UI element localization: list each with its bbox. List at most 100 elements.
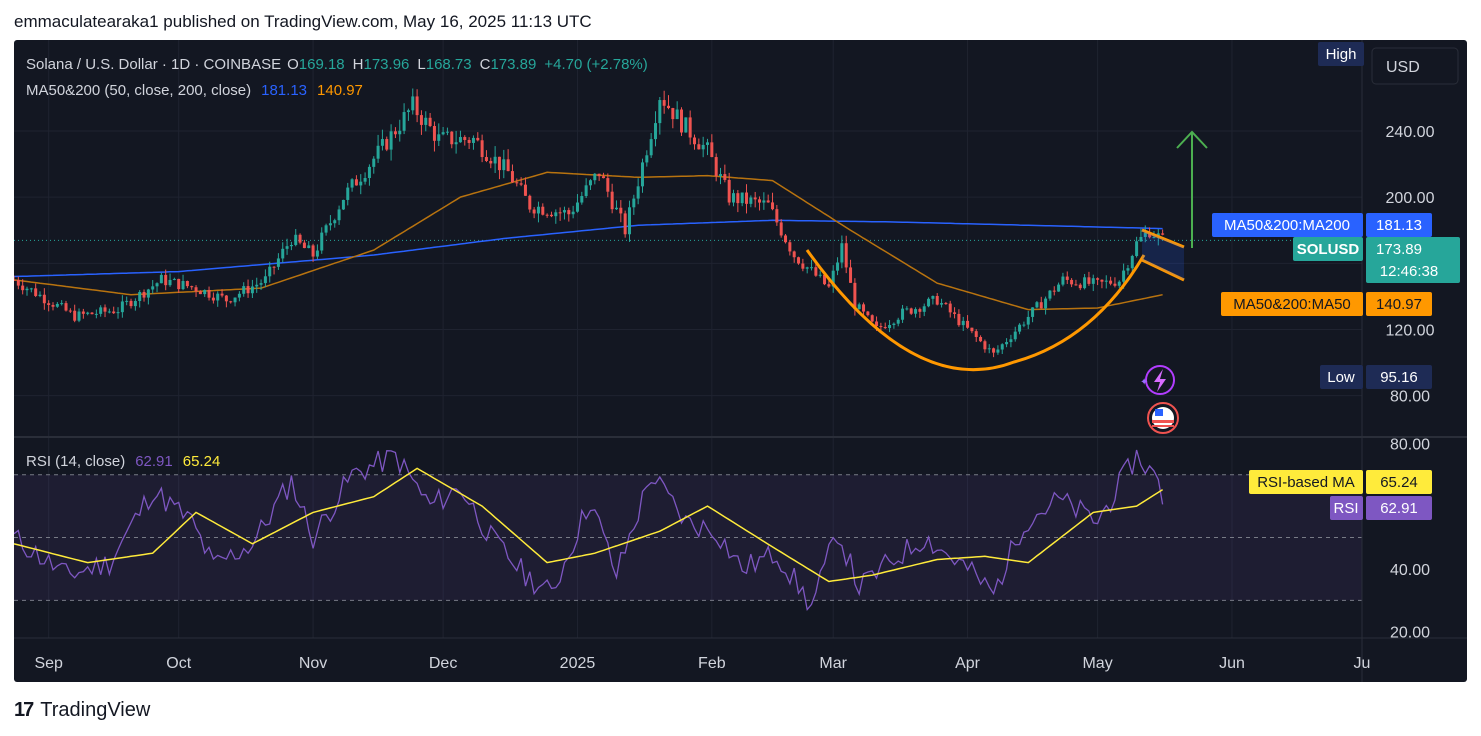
candle-body (1109, 280, 1113, 284)
ma200-layer (14, 219, 1163, 278)
candle-body (34, 288, 38, 296)
candle-body (55, 303, 59, 307)
time-tick-label: Apr (955, 655, 981, 672)
candle-body (797, 257, 801, 264)
rsi-tick-label: 40.00 (1390, 562, 1430, 579)
candle-body (714, 157, 718, 176)
rsi-layer (14, 449, 1164, 611)
candle-body (376, 145, 380, 159)
candle-body (1035, 302, 1039, 308)
candle-body (146, 289, 150, 298)
candle-body (1078, 284, 1082, 289)
candle-body (1104, 280, 1108, 282)
candle-body (328, 223, 332, 226)
candle-body (237, 293, 241, 298)
candle-body (47, 303, 51, 305)
candle-body (966, 320, 970, 328)
candle-body (545, 214, 549, 216)
svg-text:✦: ✦ (1140, 377, 1148, 388)
candle-body (1074, 284, 1078, 286)
candle-body (727, 179, 731, 203)
us-flag-event-icon[interactable] (1147, 402, 1179, 434)
candle-body (862, 304, 866, 312)
candle-body (732, 193, 736, 203)
svg-text:65.24: 65.24 (1380, 474, 1418, 491)
candle-body (1117, 281, 1121, 286)
candle-body (1005, 342, 1009, 345)
candle-body (198, 291, 202, 295)
candle-body (762, 200, 766, 203)
lightning-event-icon[interactable]: ✦ (1140, 365, 1175, 395)
candle-body (736, 193, 740, 204)
candle-body (788, 242, 792, 252)
rsi-line (14, 449, 1164, 611)
candle-body (1065, 276, 1069, 280)
candle-body (1031, 307, 1035, 317)
candle-body (333, 220, 337, 224)
candle-body (294, 234, 298, 245)
candle-body (99, 307, 103, 314)
candle-body (1152, 237, 1156, 239)
candle-body (870, 315, 874, 322)
candle-body (905, 308, 909, 310)
candle-body (246, 286, 250, 294)
candle-body (207, 289, 211, 298)
candle-body (389, 131, 393, 150)
candle-body (14, 279, 16, 281)
candle-body (64, 303, 68, 311)
candle-body (337, 209, 341, 221)
candle-body (480, 140, 484, 158)
time-tick-label: Feb (698, 655, 726, 672)
candle-body (250, 286, 254, 294)
candle-body (784, 235, 788, 243)
candle-body (151, 286, 155, 290)
candle-body (133, 300, 137, 307)
tradingview-brand[interactable]: 17 TradingView (14, 699, 150, 722)
candle-body (753, 197, 757, 200)
candle-body (653, 123, 657, 140)
candle-body (419, 115, 423, 125)
candle-body (740, 192, 744, 204)
candle-body (1161, 233, 1165, 235)
candle-body (601, 176, 605, 179)
candle-body (159, 274, 163, 284)
candle-body (944, 303, 948, 305)
candle-body (60, 303, 64, 305)
candle-body (445, 131, 449, 133)
candle-body (203, 289, 207, 295)
candle-body (1139, 236, 1143, 242)
candle-body (948, 303, 952, 313)
candle-body (29, 288, 33, 290)
candle-body (974, 331, 978, 337)
candle-body (597, 173, 601, 177)
candle-body (354, 179, 358, 186)
candle-body (623, 213, 627, 235)
candle-body (857, 304, 861, 310)
pattern-layer (805, 130, 1208, 372)
candle-body (554, 212, 558, 217)
candle-body (1113, 283, 1117, 286)
cup-pattern-curve (805, 249, 1146, 372)
candle-body (979, 336, 983, 342)
time-tick-label: May (1082, 655, 1112, 672)
candle-body (987, 348, 991, 350)
publish-caption: emmaculatearaka1 published on TradingVie… (14, 12, 592, 31)
candle-body (636, 186, 640, 199)
candle-body (610, 191, 614, 210)
time-tick-label: Jun (1219, 655, 1245, 672)
candle-body (81, 311, 85, 314)
candle-body (346, 187, 350, 200)
candle-body (489, 160, 493, 164)
tradingview-logo-icon: 17 (14, 699, 34, 721)
candle-body (185, 281, 189, 287)
candle-body (823, 274, 827, 285)
candle-body (1083, 277, 1087, 289)
candle-body (315, 250, 319, 257)
candle-body (68, 310, 72, 312)
ma-legend: MA50&200 (50, close, 200, close) 181.13 14… (26, 82, 363, 99)
currency-button[interactable]: USD (1371, 47, 1459, 85)
price-tick-label: 240.00 (1386, 124, 1435, 141)
candle-body (666, 105, 670, 109)
